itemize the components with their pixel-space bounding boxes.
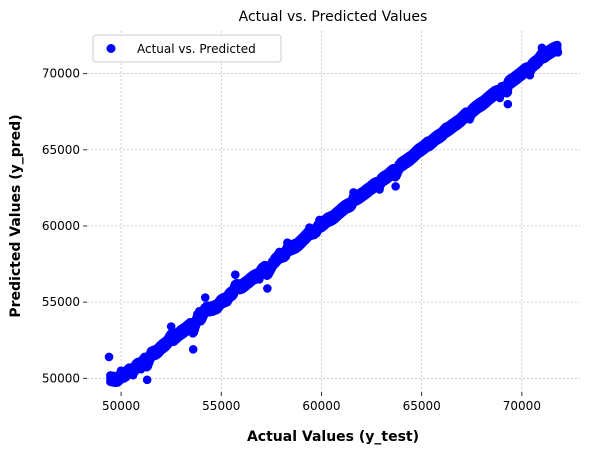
data-point: [200, 293, 210, 302]
y-axis-label: Predicted Values (y_pred): [8, 114, 24, 317]
x-tick-label: 60000: [302, 399, 340, 413]
data-point: [166, 322, 176, 331]
x-tick-label: 65000: [403, 399, 441, 413]
x-tick-label: 50000: [102, 399, 140, 413]
x-tick-label: 70000: [503, 399, 541, 413]
data-point: [188, 345, 198, 354]
x-axis-label: Actual Values (y_test): [247, 429, 419, 445]
data-point: [263, 284, 272, 293]
legend-label: Actual vs. Predicted: [137, 42, 256, 56]
axis-ticks: 50000 55000 60000 65000 70000 50000 55000 60000…: [42, 67, 541, 413]
legend-marker: [106, 44, 116, 53]
data-point: [552, 40, 562, 50]
y-tick-label: 55000: [42, 295, 80, 309]
y-tick-label: 50000: [42, 371, 80, 385]
legend: Actual vs. Predicted: [92, 34, 282, 63]
y-tick-label: 60000: [42, 219, 80, 233]
grid: [87, 31, 580, 392]
y-tick-label: 70000: [42, 67, 80, 81]
data-point: [391, 182, 400, 191]
x-tick-label: 55000: [202, 399, 240, 413]
legend-box: [92, 34, 282, 63]
chart-title: Actual vs. Predicted Values: [239, 9, 428, 25]
data-point: [104, 352, 114, 362]
data-point: [142, 375, 152, 385]
data-point: [503, 99, 513, 109]
data-point: [231, 270, 240, 280]
data-points: [104, 40, 563, 388]
y-tick-label: 65000: [42, 143, 80, 157]
